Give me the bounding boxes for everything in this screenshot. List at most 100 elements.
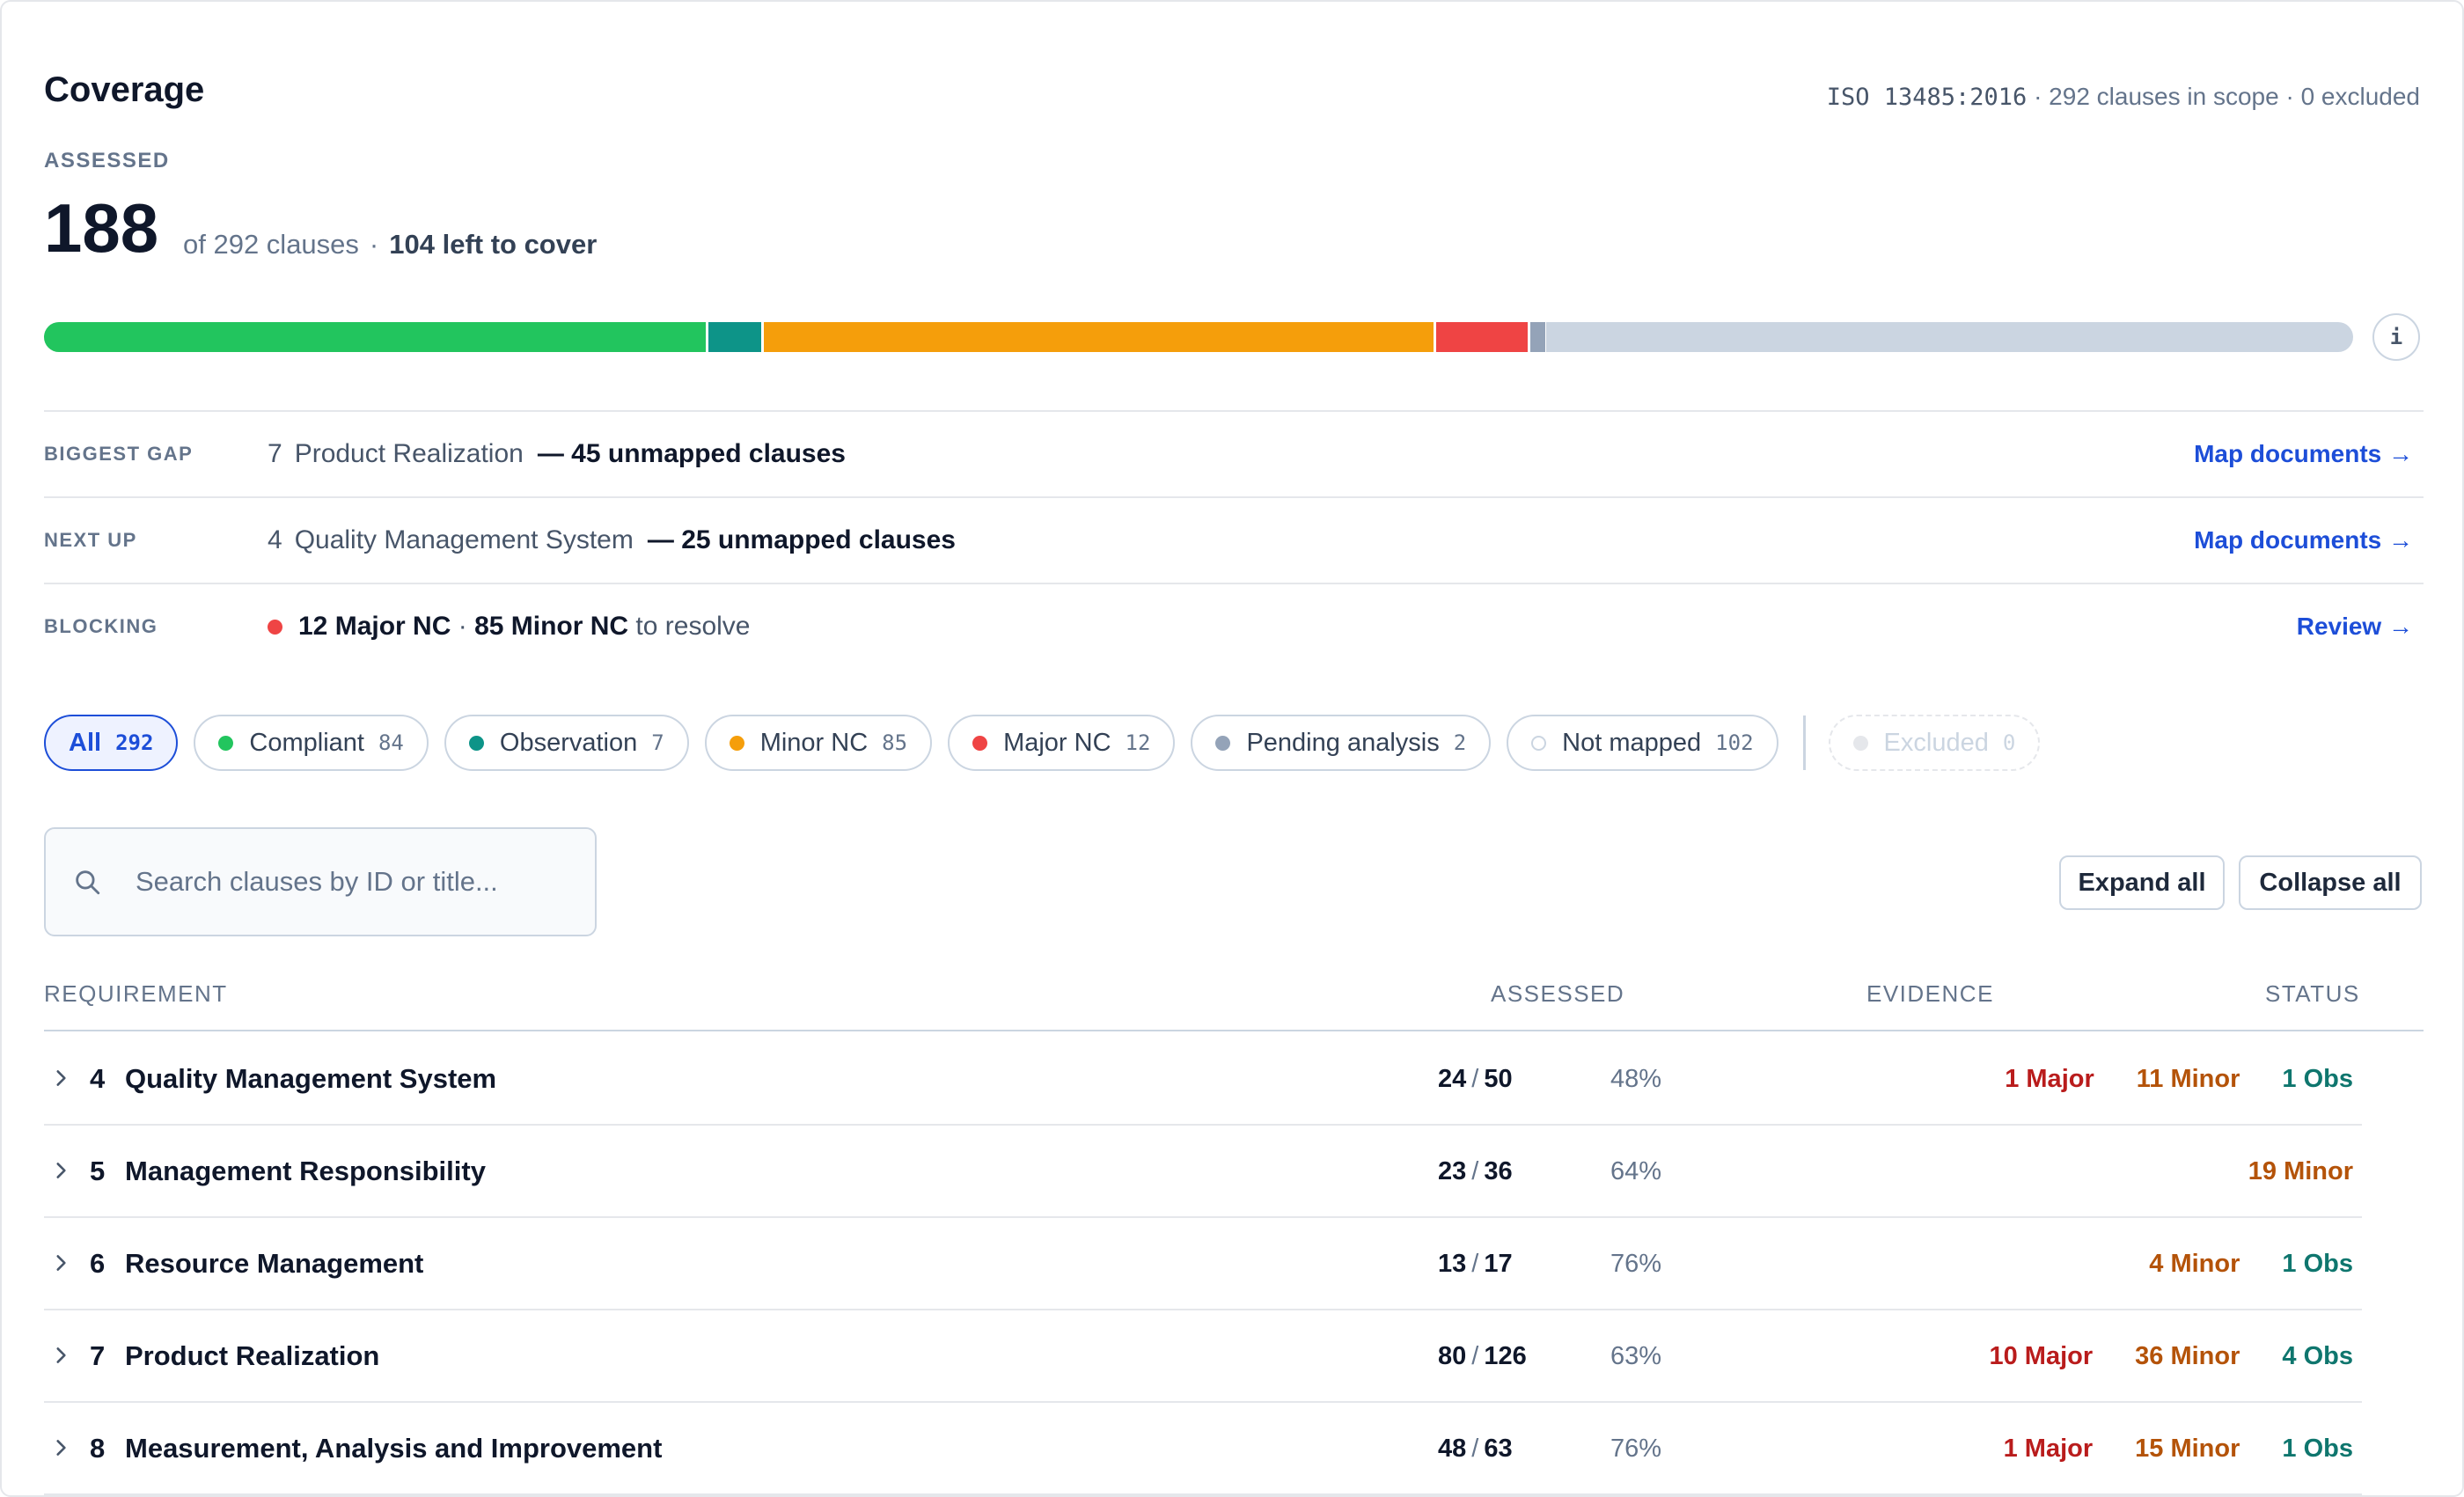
map-documents-link[interactable]: Map documents →: [2194, 526, 2413, 554]
chevron-right-icon[interactable]: [49, 1159, 72, 1182]
assessed-label: ASSESSED: [44, 149, 170, 172]
minor-nc-count: 85 Minor NC: [474, 612, 629, 641]
scope-summary: ISO 13485:2016 · 292 clauses in scope · …: [1827, 83, 2420, 111]
table-row[interactable]: 8 Measurement, Analysis and Improvement 48…: [44, 1403, 2362, 1495]
filter-label: Compliant: [249, 728, 364, 757]
insight-label: NEXT UP: [44, 529, 137, 551]
assessed-fraction: 23/36: [1438, 1157, 1513, 1186]
assessed-fraction: 80/126: [1438, 1342, 1527, 1371]
chevron-right-icon[interactable]: [49, 1344, 72, 1367]
clause-id: 8: [90, 1433, 106, 1464]
assessed-total: 50: [1484, 1065, 1513, 1093]
fraction-slash: /: [1471, 1342, 1479, 1370]
filter-count: 85: [882, 730, 908, 755]
clause-title: Quality Management System: [125, 1063, 497, 1094]
clause-title: Resource Management: [125, 1248, 424, 1279]
fraction-slash: /: [1471, 1157, 1479, 1185]
filter-count: 102: [1715, 730, 1754, 755]
assessed-percent: 64%: [1610, 1157, 1661, 1185]
clause-id: 7: [90, 1340, 106, 1371]
review-link[interactable]: Review →: [2296, 613, 2413, 640]
assessed-percent: 63%: [1610, 1342, 1661, 1370]
table-row[interactable]: 5 Management Responsibility 23/36 64% 19 Min…: [44, 1126, 2362, 1218]
status-counts: 10 Major 36 Minor 4 Obs: [1947, 1342, 2353, 1371]
section-number: 4: [268, 525, 282, 554]
pending-dot-icon: [1215, 735, 1231, 751]
filter-not-mapped[interactable]: Not mapped 102: [1507, 715, 1778, 771]
clause-title: Product Realization: [125, 1340, 380, 1371]
coverage-segment-major-nc: [1435, 322, 1531, 352]
status-counts: 4 Minor 1 Obs: [2107, 1250, 2353, 1279]
assessed-done: 24: [1438, 1065, 1467, 1093]
page-title: Coverage: [44, 70, 205, 109]
filter-count: 84: [378, 730, 404, 755]
major-count: 1 Major: [2003, 1435, 2094, 1463]
scope-text: · 292 clauses in scope · 0 excluded: [2027, 83, 2420, 110]
filter-excluded: Excluded 0: [1828, 715, 2041, 771]
fraction-slash: /: [1471, 1065, 1479, 1093]
filter-pending-analysis[interactable]: Pending analysis 2: [1191, 715, 1492, 771]
compliant-dot-icon: [218, 735, 234, 751]
assessed-percent: 76%: [1610, 1435, 1661, 1463]
filter-count: 2: [1453, 730, 1467, 755]
assessed-done: 80: [1438, 1342, 1467, 1370]
filter-minor-nc[interactable]: Minor NC 85: [704, 715, 933, 771]
search-input[interactable]: [136, 866, 558, 898]
filter-all[interactable]: All 292: [44, 715, 179, 771]
collapse-all-button[interactable]: Collapse all: [2239, 855, 2422, 910]
not-mapped-dot-icon: [1531, 735, 1547, 751]
chevron-right-icon[interactable]: [49, 1436, 72, 1459]
major-count: 10 Major: [1989, 1342, 2094, 1370]
assessed-done: 48: [1438, 1435, 1467, 1463]
section-name: Quality Management System: [294, 525, 634, 554]
insight-biggest-gap: BIGGEST GAP 7 Product Realization — 45 u…: [44, 410, 2424, 496]
assessed-done: 13: [1438, 1250, 1467, 1278]
search-icon: [76, 870, 100, 895]
insight-label: BIGGEST GAP: [44, 443, 194, 465]
minor-count: 11 Minor: [2136, 1065, 2240, 1093]
filter-count: 292: [115, 730, 154, 755]
clause-title: Management Responsibility: [125, 1156, 486, 1186]
coverage-segment-pending-analysis: [1530, 322, 1547, 352]
left-to-cover-text: 104 left to cover: [389, 229, 598, 260]
insight-blocking: BLOCKING 12 Major NC · 85 Minor NC to re…: [44, 583, 2424, 669]
excluded-dot-icon: [1852, 735, 1868, 751]
status-counts: 1 Major 15 Minor 1 Obs: [1962, 1435, 2353, 1464]
assessed-total: 63: [1484, 1435, 1513, 1463]
insight-label: BLOCKING: [44, 615, 158, 637]
fraction-slash: /: [1471, 1435, 1479, 1463]
assessed-fraction: 24/50: [1438, 1065, 1513, 1094]
filter-label: Pending analysis: [1246, 728, 1440, 757]
minor-count: 15 Minor: [2135, 1435, 2240, 1463]
info-button[interactable]: i: [2372, 313, 2420, 361]
map-documents-link[interactable]: Map documents →: [2194, 440, 2413, 467]
assessed-total: 126: [1484, 1342, 1527, 1370]
unmapped-count: — 25 unmapped clauses: [647, 525, 956, 554]
assessed-fraction: 13/17: [1438, 1250, 1513, 1279]
filter-major-nc[interactable]: Major NC 12: [948, 715, 1176, 771]
minor-count: 36 Minor: [2135, 1342, 2240, 1370]
table-row[interactable]: 4 Quality Management System 24/50 48% 1 Majo…: [44, 1033, 2362, 1126]
unmapped-count: — 45 unmapped clauses: [537, 439, 846, 468]
coverage-bar: [44, 322, 2353, 352]
filter-compliant[interactable]: Compliant 84: [194, 715, 429, 771]
table-row[interactable]: 6 Resource Management 13/17 76% 4 Minor 1 Obs: [44, 1218, 2362, 1310]
of-total-text: of 292 clauses: [183, 229, 359, 260]
chevron-right-icon[interactable]: [49, 1067, 72, 1090]
chevron-right-icon[interactable]: [49, 1251, 72, 1274]
assessed-percent: 48%: [1610, 1065, 1661, 1093]
observation-dot-icon: [468, 735, 484, 751]
filter-divider: [1802, 715, 1806, 770]
table-row[interactable]: 7 Product Realization 80/126 63% 10 Major 36 …: [44, 1310, 2362, 1403]
filter-label: Observation: [499, 728, 638, 757]
fraction-slash: /: [1471, 1250, 1479, 1278]
assessed-done: 23: [1438, 1157, 1467, 1185]
filter-observation[interactable]: Observation 7: [444, 715, 689, 771]
expand-all-button[interactable]: Expand all: [2059, 855, 2225, 910]
insight-next-up: NEXT UP 4 Quality Management System — 25…: [44, 496, 2424, 583]
filter-count: 12: [1125, 730, 1151, 755]
assessed-fraction: 48/63: [1438, 1435, 1513, 1464]
clause-id: 4: [90, 1063, 106, 1094]
assessed-total: 17: [1484, 1250, 1513, 1278]
